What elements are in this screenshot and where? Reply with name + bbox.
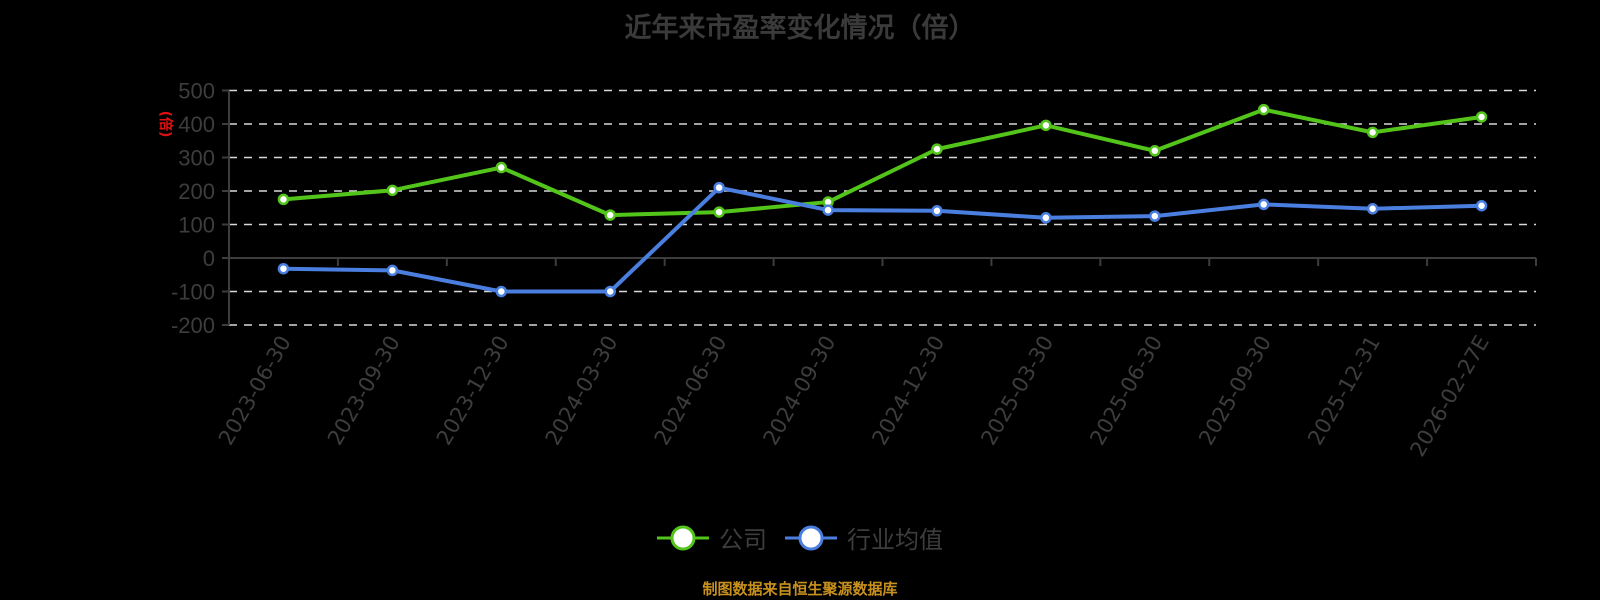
data-point[interactable] bbox=[1257, 198, 1270, 211]
x-tick-label: 2025-12-31 bbox=[1303, 332, 1385, 450]
y-tick-label: 100 bbox=[178, 213, 215, 238]
legend-marker-industry-icon bbox=[785, 525, 837, 550]
gridlines bbox=[229, 89, 1536, 326]
data-point[interactable] bbox=[495, 285, 508, 298]
y-tick-label: 300 bbox=[178, 146, 215, 171]
data-point[interactable] bbox=[386, 264, 399, 277]
y-tick-label: -200 bbox=[171, 313, 215, 338]
data-point[interactable] bbox=[1475, 199, 1488, 212]
x-tick-label: 2023-12-30 bbox=[432, 331, 514, 449]
data-point[interactable] bbox=[1040, 212, 1052, 224]
y-tick-label: 0 bbox=[203, 246, 215, 271]
data-point[interactable] bbox=[822, 204, 834, 216]
data-point[interactable] bbox=[1149, 210, 1161, 222]
series-lines bbox=[277, 103, 1488, 298]
legend-label-company: 公司 bbox=[719, 526, 767, 554]
data-point[interactable] bbox=[1366, 203, 1379, 215]
x-tick-label: 2024-12-30 bbox=[867, 331, 949, 449]
data-point[interactable] bbox=[713, 206, 725, 218]
data-point[interactable] bbox=[713, 181, 725, 194]
series-industry bbox=[277, 181, 1488, 298]
data-point[interactable] bbox=[1366, 126, 1379, 139]
y-tick-label: 500 bbox=[178, 79, 215, 104]
data-point[interactable] bbox=[277, 262, 290, 275]
y-axis-label: (倍) bbox=[157, 111, 174, 138]
y-tick-label: -100 bbox=[171, 280, 215, 305]
x-tick-label: 2024-06-30 bbox=[650, 332, 732, 450]
data-point[interactable] bbox=[604, 285, 616, 298]
x-tick-label: 2024-03-30 bbox=[541, 332, 623, 450]
source-footer: 制图数据来自恒生聚源数据库 bbox=[702, 580, 898, 598]
data-point[interactable] bbox=[1257, 103, 1270, 116]
x-axis-ticks: 2023-06-30 2023-09-30 2023-12-30 2024-03-30… bbox=[214, 258, 1537, 461]
data-point[interactable] bbox=[277, 193, 290, 206]
x-tick-label: 2024-09-30 bbox=[759, 332, 841, 450]
data-point[interactable] bbox=[495, 161, 508, 174]
legend-label-industry: 行业均值 bbox=[847, 526, 943, 554]
x-tick-label: 2025-09-30 bbox=[1194, 332, 1276, 450]
x-tick-label: 2023-06-30 bbox=[214, 332, 296, 450]
legend-item-company[interactable]: 公司 bbox=[657, 520, 767, 555]
x-tick-label: 2026-02-27E bbox=[1405, 332, 1493, 461]
x-tick-label: 2023-09-30 bbox=[323, 332, 405, 450]
data-point[interactable] bbox=[931, 143, 943, 155]
y-axis-ticks: 500 400 300 200 100 0 -100 -200 bbox=[171, 79, 229, 338]
data-point[interactable] bbox=[386, 184, 399, 197]
y-tick-label: 200 bbox=[178, 179, 215, 204]
legend-marker-company-icon bbox=[657, 525, 709, 550]
x-tick-label: 2025-06-30 bbox=[1085, 332, 1167, 450]
data-point[interactable] bbox=[1149, 145, 1161, 157]
x-tick-label: 2025-03-30 bbox=[976, 332, 1058, 450]
data-point[interactable] bbox=[1040, 119, 1052, 132]
series-company bbox=[277, 103, 1488, 221]
chart-title: 近年来市盈率变化情况（倍） bbox=[624, 13, 976, 44]
data-point[interactable] bbox=[1475, 111, 1488, 123]
data-point[interactable] bbox=[931, 205, 943, 217]
legend: 公司 行业均值 bbox=[0, 520, 1600, 555]
data-point[interactable] bbox=[604, 209, 616, 221]
legend-item-industry[interactable]: 行业均值 bbox=[785, 520, 943, 555]
y-tick-label: 400 bbox=[178, 112, 215, 137]
